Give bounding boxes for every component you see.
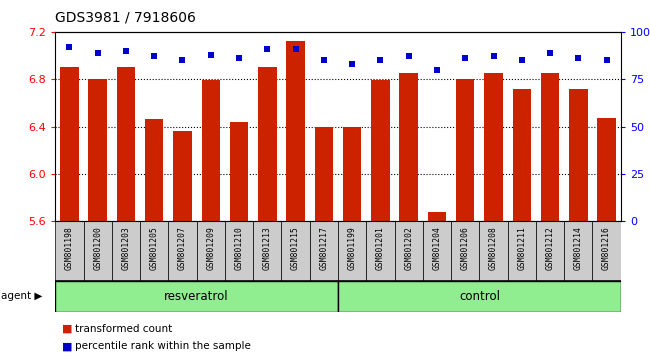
Bar [422,221,451,281]
Bar [541,73,559,221]
Point [149,54,159,59]
Text: GSM801210: GSM801210 [235,226,244,270]
Text: control: control [459,290,500,303]
Bar [281,221,310,281]
Point [205,52,216,57]
Bar [597,118,616,221]
Bar [484,73,502,221]
Text: percentile rank within the sample: percentile rank within the sample [75,341,251,351]
Bar [140,221,168,281]
Text: GSM801206: GSM801206 [461,226,470,270]
Bar [395,221,423,281]
Text: agent ▶: agent ▶ [1,291,43,302]
Bar [287,41,305,221]
Point [121,48,131,53]
Bar [112,221,140,281]
Text: ■: ■ [62,341,72,351]
Bar [338,281,621,312]
Bar [367,221,395,281]
Bar [145,119,163,221]
Point [432,67,442,73]
Text: ■: ■ [62,324,72,333]
Text: GSM801200: GSM801200 [93,226,102,270]
Bar [83,221,112,281]
Bar [343,126,361,221]
Text: transformed count: transformed count [75,324,172,333]
Point [262,46,272,52]
Bar [315,126,333,221]
Point [573,56,584,61]
Text: GSM801199: GSM801199 [348,226,357,270]
Bar [254,221,281,281]
Bar [536,221,564,281]
Bar [174,131,192,221]
Point [64,44,75,50]
Text: resveratrol: resveratrol [164,290,229,303]
Text: GSM801211: GSM801211 [517,226,526,270]
Text: GSM801203: GSM801203 [122,226,131,270]
Bar [593,221,621,281]
Point [92,50,103,56]
Bar [569,89,588,221]
Text: GSM801204: GSM801204 [432,226,441,270]
Bar [564,221,593,281]
Point [318,57,329,63]
Bar [117,67,135,221]
Text: GDS3981 / 7918606: GDS3981 / 7918606 [55,11,196,25]
Bar [202,80,220,221]
Text: GSM801205: GSM801205 [150,226,159,270]
Bar [513,89,531,221]
Bar [225,221,254,281]
Bar [508,221,536,281]
Bar [338,221,367,281]
Point [234,56,244,61]
Bar [60,67,79,221]
Point [545,50,555,56]
Bar [168,221,197,281]
Text: GSM801202: GSM801202 [404,226,413,270]
Point [460,56,471,61]
Text: GSM801213: GSM801213 [263,226,272,270]
Bar [258,67,276,221]
Point [347,61,358,67]
Text: GSM801212: GSM801212 [545,226,554,270]
Bar [55,221,83,281]
Text: GSM801208: GSM801208 [489,226,498,270]
Text: GSM801214: GSM801214 [574,226,583,270]
Point [601,57,612,63]
Bar [196,221,225,281]
Bar [428,212,446,221]
Text: GSM801209: GSM801209 [206,226,215,270]
Point [375,57,385,63]
Text: GSM801217: GSM801217 [319,226,328,270]
Text: GSM801215: GSM801215 [291,226,300,270]
Bar [371,80,389,221]
Text: GSM801216: GSM801216 [602,226,611,270]
Bar [400,73,418,221]
Bar [55,281,338,312]
Bar [88,79,107,221]
Point [517,57,527,63]
Point [291,46,301,52]
Bar [310,221,338,281]
Bar [480,221,508,281]
Point [177,57,188,63]
Bar [456,79,474,221]
Point [488,54,499,59]
Bar [230,122,248,221]
Bar [451,221,480,281]
Point [404,54,414,59]
Text: GSM801207: GSM801207 [178,226,187,270]
Text: GSM801201: GSM801201 [376,226,385,270]
Text: GSM801198: GSM801198 [65,226,74,270]
